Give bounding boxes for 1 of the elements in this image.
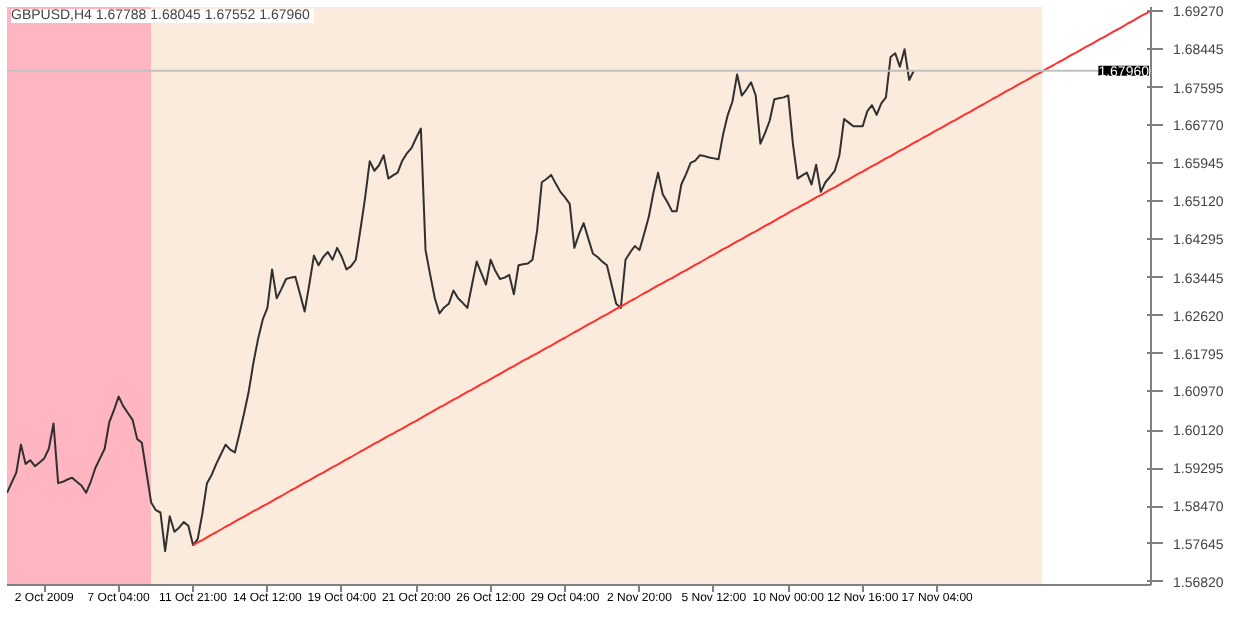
line-series [7,48,915,553]
